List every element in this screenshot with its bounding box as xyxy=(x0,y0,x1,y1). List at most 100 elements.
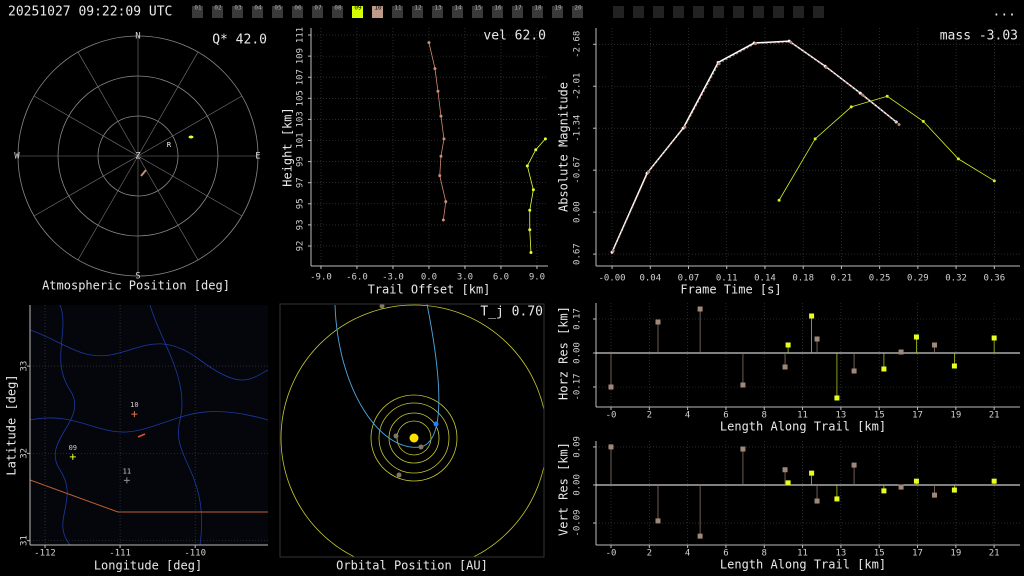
data-point xyxy=(921,119,925,123)
station-button[interactable] xyxy=(472,6,483,18)
station-button[interactable] xyxy=(512,6,523,18)
station-button[interactable] xyxy=(552,6,563,18)
planet xyxy=(379,304,385,309)
station-button[interactable] xyxy=(412,6,423,18)
stem-marker xyxy=(991,478,997,484)
station-label[interactable]: 03 xyxy=(234,5,242,12)
station-button[interactable] xyxy=(572,6,583,18)
station-button[interactable] xyxy=(532,6,543,18)
station-label[interactable]: 14 xyxy=(454,5,462,12)
station-button[interactable] xyxy=(492,6,503,18)
planet xyxy=(393,433,399,439)
planet xyxy=(418,444,424,450)
station-button[interactable] xyxy=(332,6,343,18)
direction-label: N xyxy=(135,32,140,42)
station-label[interactable]: 09 xyxy=(354,5,362,12)
data-point xyxy=(525,164,529,168)
panel-frame xyxy=(279,303,545,558)
stem-marker xyxy=(834,395,840,401)
station-label[interactable]: 15 xyxy=(474,5,482,12)
slot xyxy=(713,6,724,18)
data-point xyxy=(442,137,446,141)
station-label[interactable]: 17 xyxy=(514,5,522,12)
x-tick-label: 2 xyxy=(647,549,652,559)
station-button[interactable] xyxy=(312,6,323,18)
annotation: vel 62.0 xyxy=(483,29,546,44)
stem-marker xyxy=(782,364,788,370)
stem-marker xyxy=(782,467,788,473)
y-tick-label: 32 xyxy=(20,448,30,459)
station-button[interactable] xyxy=(452,6,463,18)
data-point xyxy=(531,188,535,192)
x-tick-label: 0.36 xyxy=(983,274,1005,284)
data-point xyxy=(427,41,431,45)
spoke xyxy=(77,51,139,157)
menu-button[interactable]: ... xyxy=(993,5,1016,20)
map-features xyxy=(30,305,268,545)
station-label[interactable]: 20 xyxy=(574,5,582,12)
y-tick-label: 0.00 xyxy=(573,342,583,364)
station-marker xyxy=(69,453,76,460)
annotation: mass -3.03 xyxy=(940,29,1018,44)
station-button[interactable] xyxy=(192,6,203,18)
river xyxy=(149,305,202,545)
stem-marker xyxy=(932,492,938,498)
meteor-track xyxy=(137,433,146,438)
y-tick-label: 31 xyxy=(20,535,30,546)
station-marker xyxy=(188,135,194,139)
station-label[interactable]: 12 xyxy=(414,5,422,12)
station-label[interactable]: 01 xyxy=(194,5,202,12)
station-label[interactable]: 06 xyxy=(294,5,302,12)
station-button[interactable] xyxy=(212,6,223,18)
station-button[interactable] xyxy=(372,6,383,18)
station-label[interactable]: 13 xyxy=(434,5,442,12)
x-tick-label: -6.0 xyxy=(346,273,368,283)
data-point xyxy=(436,89,440,93)
station-label[interactable]: 10 xyxy=(374,5,382,12)
y-tick-label: 95 xyxy=(296,198,306,209)
y-tick-label: 92 xyxy=(296,241,306,252)
station-button[interactable] xyxy=(252,6,263,18)
y-tick-label: 0.17 xyxy=(573,308,583,330)
station-button[interactable] xyxy=(232,6,243,18)
stem-marker xyxy=(740,446,746,452)
slot xyxy=(693,6,704,18)
x-tick-label: 6 xyxy=(723,549,728,559)
slot xyxy=(813,6,824,18)
station-label[interactable]: 18 xyxy=(534,5,542,12)
x-tick-label: -110 xyxy=(184,549,206,559)
x-tick-label: 2 xyxy=(647,411,652,421)
x-tick-label: -0 xyxy=(606,411,617,421)
y-tick-label: 97 xyxy=(296,177,306,188)
spoke xyxy=(77,155,139,261)
annotation: T_j 0.70 xyxy=(480,305,543,320)
y-tick-label: 101 xyxy=(296,132,306,148)
station-marker xyxy=(123,477,130,484)
station-label[interactable]: 16 xyxy=(494,5,502,12)
x-tick-label: 4 xyxy=(685,411,690,421)
stem-marker xyxy=(898,349,904,355)
station-label[interactable]: 04 xyxy=(254,5,262,12)
stem-marker xyxy=(809,313,815,319)
station-button[interactable] xyxy=(292,6,303,18)
orbit-plot xyxy=(280,304,544,557)
timestamp: 20251027 09:22:09 UTC xyxy=(8,5,172,20)
stem-marker xyxy=(991,335,997,341)
sun xyxy=(409,433,419,443)
data-point xyxy=(754,42,758,46)
station-button[interactable] xyxy=(392,6,403,18)
slot xyxy=(733,6,744,18)
x-tick-label: 0.0 xyxy=(421,273,437,283)
station-button[interactable] xyxy=(432,6,443,18)
station-label[interactable]: 08 xyxy=(334,5,342,12)
station-button[interactable] xyxy=(352,6,363,18)
station-label[interactable]: 07 xyxy=(314,5,322,12)
station-label[interactable]: 05 xyxy=(274,5,282,12)
station-label[interactable]: 19 xyxy=(554,5,562,12)
y-tick-label: -0.09 xyxy=(573,509,583,536)
data-point xyxy=(444,200,448,204)
station-button[interactable] xyxy=(272,6,283,18)
station-label[interactable]: 11 xyxy=(394,5,402,12)
station-label[interactable]: 02 xyxy=(214,5,222,12)
data-point xyxy=(611,249,615,253)
